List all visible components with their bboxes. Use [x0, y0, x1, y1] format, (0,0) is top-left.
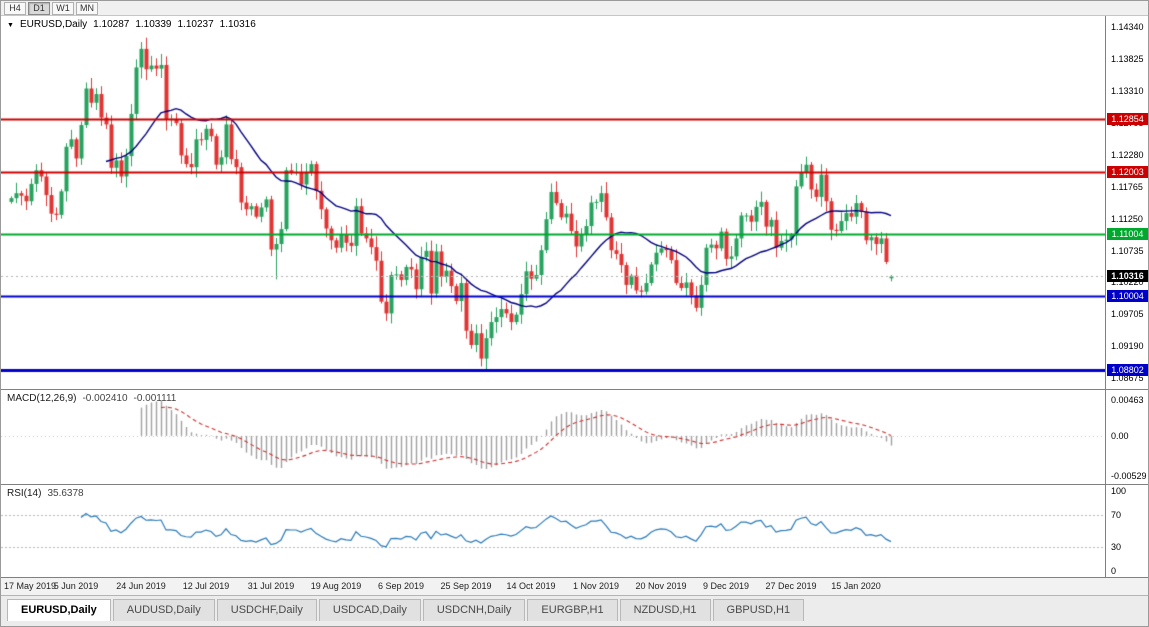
time-axis-label: 15 Jan 2020 [831, 581, 881, 591]
symbol-period-label: EURUSD,Daily [19, 19, 88, 30]
time-axis-label: 31 Jul 2019 [247, 581, 295, 591]
macd-axis-tick: -0.00529 [1111, 471, 1147, 482]
price-axis-tick: 1.13310 [1111, 85, 1144, 96]
rsi-axis-tick: 30 [1111, 542, 1122, 552]
rsi-axis-tick: 0 [1111, 566, 1117, 576]
price-line-label[interactable]: 1.10004 [1107, 289, 1148, 302]
timeframe-w1-button[interactable]: W1 [52, 1, 74, 15]
rsi-value: 35.6378 [47, 488, 84, 499]
ohlc-low-value: 1.10237 [177, 19, 214, 30]
timeframe-toolbar: H4 D1 W1 MN [1, 1, 1148, 16]
macd-axis: 0.00463 0.00 -0.00529 [1105, 390, 1148, 484]
macd-title: MACD(12,26,9) -0.002410 -0.001111 [7, 393, 176, 404]
rsi-indicator-panel: RSI(14) 35.6378 100 70 30 0 [1, 485, 1148, 578]
macd-canvas[interactable] [1, 390, 1105, 484]
price-axis-tick: 1.11765 [1111, 181, 1143, 192]
price-axis-tick: 1.13825 [1111, 54, 1144, 65]
ohlc-high-value: 1.10339 [135, 19, 172, 30]
price-axis[interactable]: 1.143401.138251.133101.127951.122801.117… [1105, 16, 1148, 389]
time-axis[interactable]: 17 May 2019 5 Jun 2019 24 Jun 2019 12 Jul 2… [1, 578, 1148, 596]
price-axis-tick: 1.12280 [1111, 149, 1144, 160]
chart-tab-eurgbp-h1[interactable]: EURGBP,H1 [527, 599, 618, 621]
rsi-axis-tick: 100 [1111, 486, 1127, 496]
current-price-label: 1.10316 [1107, 270, 1148, 283]
time-axis-label: 9 Dec 2019 [702, 581, 750, 591]
time-axis-label: 1 Nov 2019 [572, 581, 620, 591]
price-line-label[interactable]: 1.12003 [1107, 165, 1148, 178]
price-line-label[interactable]: 1.08802 [1107, 364, 1148, 377]
chart-tab-audusd-daily[interactable]: AUDUSD,Daily [112, 599, 215, 621]
rsi-canvas[interactable] [1, 485, 1105, 577]
chart-tab-usdcnh-daily[interactable]: USDCNH,Daily [422, 599, 526, 621]
macd-signal-value: -0.001111 [133, 393, 177, 404]
price-axis-tick: 1.10735 [1111, 245, 1144, 256]
macd-main-value: -0.002410 [82, 393, 128, 404]
rsi-axis: 100 70 30 0 [1105, 485, 1148, 577]
timeframe-mn-button[interactable]: MN [76, 1, 98, 15]
rsi-axis-tick: 70 [1111, 510, 1122, 520]
chart-tab-eurusd-daily[interactable]: EURUSD,Daily [7, 599, 111, 621]
macd-axis-tick: 0.00463 [1111, 395, 1144, 406]
chart-title: ▼ EURUSD,Daily 1.10287 1.10339 1.10237 1… [7, 19, 256, 30]
chart-tab-usdcad-daily[interactable]: USDCAD,Daily [318, 599, 421, 621]
price-axis-tick: 1.08675 [1111, 373, 1144, 384]
price-axis-tick: 1.09190 [1111, 341, 1144, 352]
price-line-label[interactable]: 1.12854 [1107, 113, 1148, 126]
time-axis-label: 17 May 2019 [4, 581, 57, 591]
time-axis-label: 14 Oct 2019 [506, 581, 556, 591]
price-line-label[interactable]: 1.11004 [1107, 227, 1148, 240]
main-chart-canvas[interactable] [1, 16, 1105, 389]
chart-tab-gbpusd-h1[interactable]: GBPUSD,H1 [712, 599, 805, 621]
time-axis-label: 25 Sep 2019 [440, 581, 492, 591]
ohlc-close-value: 1.10316 [219, 19, 256, 30]
symbol-marker-icon: ▼ [7, 22, 14, 29]
macd-axis-tick: 0.00 [1111, 430, 1129, 441]
price-axis-tick: 1.14340 [1111, 22, 1144, 33]
time-axis-label: 5 Jun 2019 [53, 581, 99, 591]
price-axis-tick: 1.11250 [1111, 213, 1143, 224]
chart-tabs-bar: EURUSD,Daily AUDUSD,Daily USDCHF,Daily USDC… [1, 596, 1148, 626]
chart-tab-nzdusd-h1[interactable]: NZDUSD,H1 [619, 599, 711, 621]
time-axis-label: 24 Jun 2019 [116, 581, 166, 591]
time-axis-label: 27 Dec 2019 [765, 581, 817, 591]
rsi-name-label: RSI(14) [7, 488, 42, 499]
timeframe-d1-button[interactable]: D1 [28, 1, 50, 15]
time-axis-label: 19 Aug 2019 [310, 581, 362, 591]
rsi-title: RSI(14) 35.6378 [7, 488, 84, 499]
time-axis-label: 20 Nov 2019 [635, 581, 687, 591]
price-axis-tick: 1.09705 [1111, 309, 1144, 320]
macd-indicator-panel: MACD(12,26,9) -0.002410 -0.001111 0.0046… [1, 390, 1148, 485]
time-axis-label: 6 Sep 2019 [377, 581, 425, 591]
timeframe-h4-button[interactable]: H4 [4, 1, 26, 15]
time-axis-label: 12 Jul 2019 [182, 581, 230, 591]
chart-tab-usdchf-daily[interactable]: USDCHF,Daily [216, 599, 317, 621]
ohlc-open-value: 1.10287 [93, 19, 130, 30]
macd-name-label: MACD(12,26,9) [7, 393, 77, 404]
main-chart-panel: ▼ EURUSD,Daily 1.10287 1.10339 1.10237 1… [1, 16, 1148, 390]
